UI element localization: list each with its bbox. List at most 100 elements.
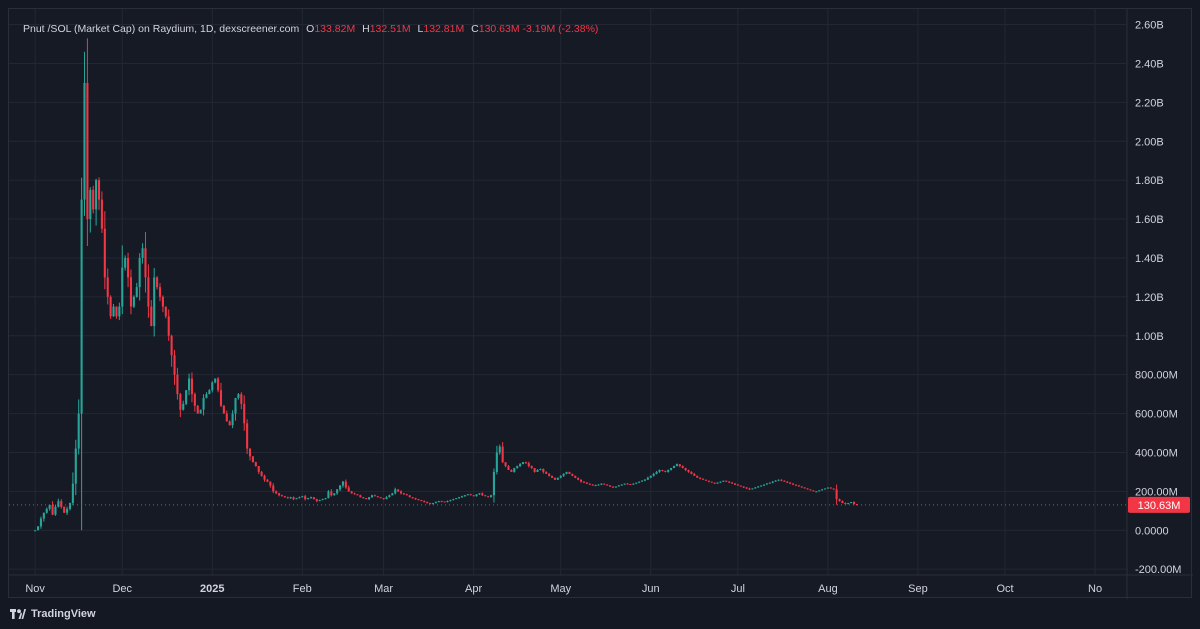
candle-body <box>550 475 554 478</box>
candle-body <box>585 482 588 484</box>
candle-body <box>629 483 632 485</box>
candle-body <box>600 483 603 485</box>
candle-body <box>222 405 225 414</box>
candle-body <box>179 394 182 410</box>
candle-body <box>818 490 821 492</box>
candle-body <box>742 486 745 488</box>
candle-body <box>420 500 423 502</box>
candle-body <box>292 497 295 500</box>
candle-body <box>254 462 257 467</box>
tradingview-logo-icon[interactable] <box>10 609 26 619</box>
candle-body <box>405 494 408 496</box>
candle-body <box>458 497 461 499</box>
y-tick-label: 2.40B <box>1135 58 1164 70</box>
candle-body <box>565 471 568 474</box>
brand-name[interactable]: TradingView <box>31 608 96 620</box>
candle-body <box>765 483 768 485</box>
candle-body <box>681 466 684 469</box>
candle-body <box>768 482 771 484</box>
candle-body <box>376 496 379 498</box>
candle-body <box>719 481 722 483</box>
candle-body <box>797 485 800 487</box>
candle-body <box>556 477 559 480</box>
candle-body <box>710 481 713 483</box>
candle-body <box>664 470 667 472</box>
candle-body <box>513 468 516 472</box>
candle-body <box>298 497 301 499</box>
candle-body <box>815 491 818 493</box>
candle-body <box>327 491 330 499</box>
candle-body <box>118 306 121 317</box>
open-value: 133.82M <box>314 23 356 35</box>
candle-body <box>350 491 353 494</box>
candle-body <box>530 466 533 469</box>
candle-body <box>48 504 51 509</box>
candle-body <box>336 489 339 494</box>
candle-body <box>95 180 98 210</box>
candle-body <box>760 485 763 487</box>
candle-body <box>309 497 313 499</box>
candle-body <box>86 82 89 220</box>
candle-body <box>373 495 376 497</box>
candle-body <box>379 497 382 499</box>
candle-body <box>646 477 649 480</box>
footer: TradingView <box>10 606 96 622</box>
candle-body <box>548 473 551 476</box>
candle-body <box>670 468 673 470</box>
candle-body <box>214 378 217 383</box>
y-tick-label: 200.00M <box>1135 486 1178 498</box>
candle-body <box>115 306 118 317</box>
candle-body <box>478 493 481 495</box>
candle-body <box>217 378 220 391</box>
candle-body <box>71 483 74 504</box>
candle-body <box>693 473 696 476</box>
candle-body <box>823 488 827 490</box>
candle-body <box>783 480 786 482</box>
candle-body <box>469 494 472 496</box>
candle-body <box>501 446 504 463</box>
candle-body <box>170 335 173 356</box>
candle-body <box>751 488 754 490</box>
candle-body <box>771 481 774 483</box>
candle-body <box>832 488 835 490</box>
candle-body <box>141 248 144 258</box>
close-label: C <box>471 23 479 35</box>
candle-body <box>748 488 751 490</box>
candle-body <box>684 468 687 470</box>
candle-body <box>826 487 829 489</box>
candle-body <box>452 499 455 501</box>
candle-body <box>196 405 199 414</box>
candle-body <box>429 503 432 505</box>
candle-body <box>519 464 522 467</box>
candle-body <box>66 508 69 513</box>
candle-body <box>112 306 115 317</box>
candle-body <box>466 494 469 496</box>
candle-body <box>443 501 446 503</box>
candle-body <box>356 494 359 496</box>
candle-body <box>135 287 138 297</box>
candle-body <box>568 471 571 474</box>
candle-body <box>687 469 690 472</box>
candle-body <box>707 480 710 482</box>
candle-body <box>507 466 510 470</box>
candlestick-chart[interactable]: 130.63M 2.60B 2.40B 2.20B 2.00B 1.80B 1.60B 1.… <box>9 9 1193 599</box>
candle-body <box>484 495 487 497</box>
high-label: H <box>362 23 370 35</box>
candle-body <box>144 248 147 278</box>
candle-body <box>34 530 37 532</box>
y-tick-label: 400.00M <box>1135 447 1178 459</box>
candle-body <box>704 479 707 481</box>
candle-body <box>211 382 214 391</box>
candle-body <box>463 495 466 497</box>
candle-body <box>690 471 693 474</box>
candle-body <box>208 390 211 395</box>
candle-body <box>161 296 164 307</box>
candle-body <box>185 390 188 404</box>
symbol-title: Pnut /SOL (Market Cap) on Raydium, 1D, d… <box>23 23 300 35</box>
chart-legend: Pnut /SOL (Market Cap) on Raydium, 1D, d… <box>23 23 598 35</box>
candle-body <box>187 378 191 391</box>
candle-body <box>437 501 440 503</box>
candle-body <box>498 446 501 453</box>
candle-body <box>713 482 716 484</box>
x-tick-label: May <box>550 583 571 595</box>
